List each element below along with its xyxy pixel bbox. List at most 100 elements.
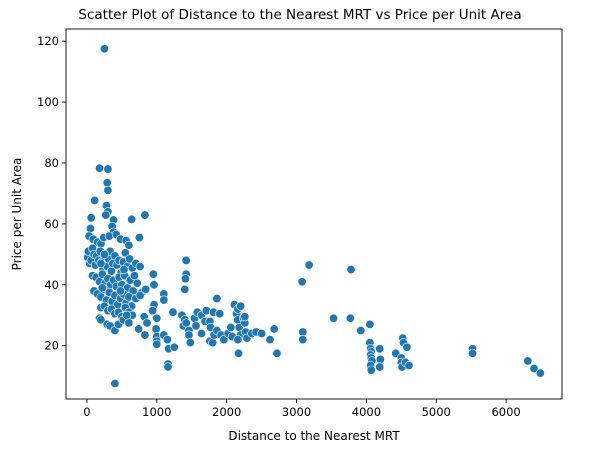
- data-point: [297, 277, 307, 287]
- data-point: [269, 324, 279, 334]
- data-point: [298, 327, 308, 337]
- y-tick-label: 40: [44, 278, 59, 292]
- data-point: [127, 214, 137, 224]
- data-point: [329, 313, 339, 323]
- data-point: [148, 269, 158, 279]
- data-point: [110, 378, 120, 388]
- y-tick-label: 100: [37, 95, 59, 109]
- data-point: [257, 329, 267, 339]
- data-point: [219, 335, 229, 345]
- data-point: [122, 310, 132, 320]
- data-point: [535, 368, 545, 378]
- data-point: [298, 335, 308, 345]
- data-point: [404, 361, 414, 371]
- data-point: [240, 312, 250, 322]
- data-point: [115, 286, 125, 296]
- data-point: [90, 195, 100, 205]
- data-point: [212, 294, 222, 304]
- data-point: [163, 362, 173, 372]
- data-point: [181, 318, 191, 328]
- data-point: [197, 329, 207, 339]
- data-point: [135, 262, 145, 272]
- data-point: [185, 338, 195, 348]
- x-axis-label: Distance to the Nearest MRT: [228, 429, 400, 443]
- data-point: [99, 249, 109, 259]
- data-point: [523, 356, 533, 366]
- data-point: [366, 365, 376, 375]
- data-point: [151, 324, 161, 334]
- y-tick-label: 60: [44, 217, 59, 231]
- data-point: [162, 335, 172, 345]
- data-point: [141, 284, 151, 294]
- data-point: [168, 307, 178, 317]
- x-tick-label: 3000: [282, 405, 311, 419]
- data-point: [402, 342, 412, 352]
- data-point: [142, 318, 152, 328]
- x-tick-label: 2000: [212, 405, 241, 419]
- data-point: [345, 313, 355, 323]
- data-point: [375, 362, 385, 372]
- data-point: [96, 258, 106, 268]
- data-point: [119, 265, 129, 275]
- data-point: [169, 342, 179, 352]
- data-point: [85, 223, 95, 233]
- data-point: [140, 330, 150, 340]
- data-point: [132, 278, 142, 288]
- data-point: [95, 163, 105, 173]
- data-point: [96, 315, 106, 325]
- points-layer: [83, 44, 545, 388]
- data-point: [181, 255, 191, 265]
- data-point: [236, 301, 246, 311]
- x-tick-label: 0: [83, 405, 90, 419]
- data-point: [468, 348, 478, 358]
- data-point: [129, 271, 139, 281]
- data-point: [124, 318, 134, 328]
- data-point: [234, 348, 244, 358]
- data-point: [233, 335, 243, 345]
- y-tick-label: 80: [44, 156, 59, 170]
- data-point: [124, 240, 134, 250]
- data-point: [125, 254, 135, 264]
- data-point: [180, 284, 190, 294]
- data-point: [120, 248, 130, 258]
- y-tick-label: 20: [44, 339, 59, 353]
- data-point: [529, 364, 539, 374]
- data-point: [304, 260, 314, 270]
- data-point: [102, 178, 112, 188]
- data-point: [215, 309, 225, 319]
- data-point: [346, 265, 356, 275]
- data-point: [86, 213, 96, 223]
- data-point: [97, 283, 107, 293]
- y-axis: 20 40 60 80 100 120: [37, 34, 66, 353]
- data-point: [208, 338, 218, 348]
- y-tick-label: 120: [37, 34, 59, 48]
- data-point: [134, 233, 144, 243]
- data-point: [152, 313, 162, 323]
- data-point: [134, 324, 144, 334]
- data-point: [103, 185, 113, 195]
- data-point: [180, 274, 190, 284]
- x-tick-label: 5000: [422, 405, 451, 419]
- plot-frame: [65, 28, 563, 400]
- data-point: [356, 325, 366, 335]
- data-point: [272, 348, 282, 358]
- data-point: [140, 210, 150, 220]
- data-point: [184, 330, 194, 340]
- data-point: [148, 306, 158, 316]
- x-tick-label: 1000: [142, 405, 171, 419]
- data-point: [99, 44, 109, 54]
- data-point: [375, 344, 385, 354]
- data-point: [375, 354, 385, 364]
- chart-title: Scatter Plot of Distance to the Nearest …: [78, 7, 521, 23]
- data-point: [265, 335, 275, 345]
- data-point: [365, 319, 375, 329]
- y-axis-label: Price per Unit Area: [10, 158, 24, 271]
- data-point: [152, 339, 162, 349]
- data-point: [226, 322, 236, 332]
- x-tick-label: 6000: [491, 405, 520, 419]
- x-tick-label: 4000: [352, 405, 381, 419]
- data-point: [159, 295, 169, 305]
- data-point: [191, 321, 201, 331]
- x-axis: 0 1000 2000 3000 4000 5000 6000: [83, 399, 521, 419]
